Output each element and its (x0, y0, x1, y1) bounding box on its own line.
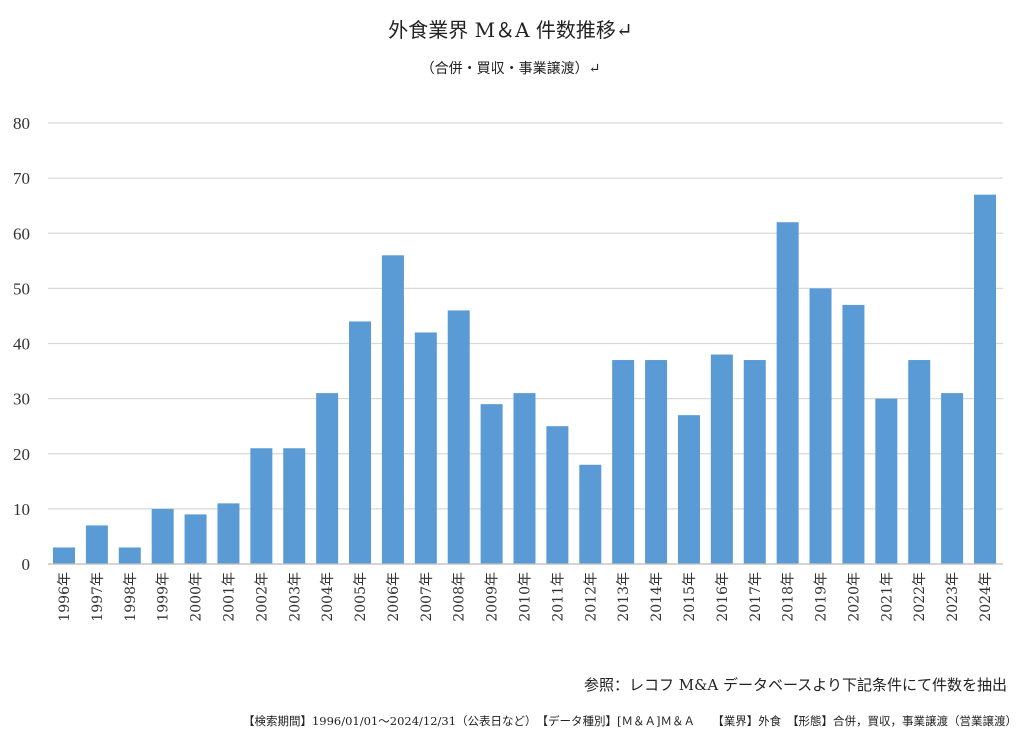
bar-2011年 (546, 426, 569, 564)
bar-1997年 (85, 525, 108, 564)
x-tick-label: 2023年 (945, 572, 961, 622)
x-tick-label: 2019年 (814, 572, 830, 622)
x-tick-label: 2017年 (748, 572, 764, 622)
x-tick-label: 2002年 (254, 572, 270, 622)
bar-2009年 (480, 404, 503, 564)
bar-2017年 (743, 360, 766, 564)
y-tick-label: 10 (13, 500, 30, 519)
bar-2007年 (414, 332, 437, 564)
x-tick-label: 2005年 (353, 572, 369, 622)
bar-2024年 (974, 194, 996, 564)
y-tick-label: 60 (13, 224, 30, 243)
bar-2020年 (842, 304, 865, 564)
x-tick-label: 2020年 (846, 572, 862, 622)
bar-2005年 (349, 321, 372, 564)
x-tick-label: 2004年 (320, 572, 336, 622)
search-conditions: 【検索期間】1996/01/01～2024/12/31（公表日など） 【データ種… (242, 714, 1017, 728)
bar-2002年 (250, 448, 273, 564)
bar-2019年 (809, 288, 832, 564)
chart-title: 外食業界 M＆A 件数推移↵ (388, 18, 633, 42)
bar-2010年 (513, 393, 536, 564)
bar-1998年 (118, 547, 141, 564)
bar-1999年 (151, 508, 174, 564)
x-tick-label: 1996年 (57, 572, 73, 622)
x-tick-label: 2000年 (189, 572, 205, 622)
y-tick-label: 70 (13, 169, 30, 188)
bar-2021年 (875, 398, 898, 564)
x-tick-label: 2014年 (649, 572, 665, 622)
y-tick-label: 40 (13, 335, 30, 354)
bar-2014年 (645, 360, 668, 564)
bar-2000年 (184, 514, 207, 564)
x-tick-label: 2021年 (879, 572, 895, 622)
y-tick-label: 20 (13, 445, 30, 464)
x-tick-label: 1998年 (123, 572, 139, 622)
x-tick-label: 2018年 (781, 572, 797, 622)
x-tick-label: 2012年 (583, 572, 599, 622)
bar-2004年 (316, 393, 339, 564)
x-tick-label: 1997年 (90, 572, 106, 622)
x-tick-label: 2006年 (386, 572, 402, 622)
bar-2013年 (612, 360, 635, 564)
bar-1996年 (53, 547, 75, 564)
y-tick-label: 50 (13, 279, 30, 298)
x-tick-label: 2009年 (485, 572, 501, 622)
source-note: 参照：レコフ M&A データベースより下記条件にて件数を抽出 (583, 676, 1007, 694)
bar-2012年 (579, 464, 602, 564)
x-tick-label: 2001年 (221, 572, 237, 622)
y-tick-label: 30 (13, 390, 30, 409)
bar-2003年 (283, 448, 306, 564)
x-tick-label: 2016年 (715, 572, 731, 622)
bar-2015年 (677, 415, 700, 564)
y-tick-label: 80 (13, 114, 30, 133)
x-tick-label: 2010年 (518, 572, 534, 622)
bar-2006年 (381, 255, 404, 565)
bar-2008年 (447, 310, 470, 564)
chart-subtitle: （合併・買収・事業譲渡）↵ (420, 61, 601, 77)
bar-2001年 (217, 503, 240, 564)
bar-2016年 (710, 354, 733, 564)
x-tick-label: 2013年 (616, 572, 632, 622)
x-tick-label: 2003年 (287, 572, 303, 622)
x-tick-label: 2024年 (978, 572, 994, 622)
x-tick-label: 2008年 (452, 572, 468, 622)
x-tick-label: 2022年 (912, 572, 928, 622)
x-tick-label: 2007年 (419, 572, 435, 622)
bar-2018年 (776, 222, 799, 564)
bar-2022年 (908, 360, 931, 564)
x-tick-label: 2015年 (682, 572, 698, 622)
y-tick-label: 0 (22, 555, 31, 574)
x-tick-label: 1999年 (156, 572, 172, 622)
x-tick-label: 2011年 (550, 572, 566, 622)
bar-2023年 (941, 393, 964, 564)
